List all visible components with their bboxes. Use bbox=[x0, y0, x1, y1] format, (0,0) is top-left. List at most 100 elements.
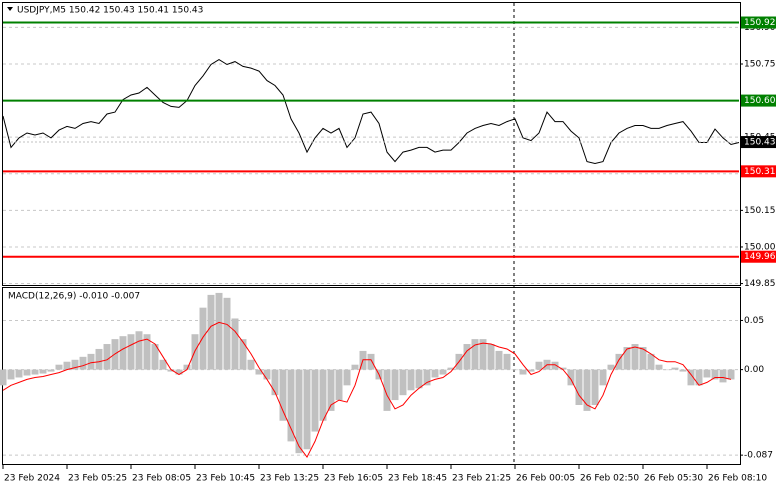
histogram-bar bbox=[519, 369, 527, 375]
y-tick-label: -0.087 bbox=[744, 451, 773, 461]
histogram-bar bbox=[47, 369, 55, 372]
histogram-bar bbox=[527, 369, 535, 372]
x-tick-label: 23 Feb 16:05 bbox=[324, 474, 383, 484]
x-tick-label: 23 Feb 05:25 bbox=[68, 474, 127, 484]
x-tick-label: 26 Feb 08:10 bbox=[708, 474, 767, 484]
x-tick-label: 23 Feb 18:45 bbox=[388, 474, 447, 484]
histogram-bar bbox=[679, 369, 687, 372]
y-tick-label: 149.85 bbox=[744, 279, 776, 289]
histogram-bar bbox=[7, 369, 15, 380]
level-label-box bbox=[741, 94, 776, 107]
histogram-bar bbox=[63, 361, 71, 370]
histogram-bar bbox=[151, 344, 159, 370]
histogram-bar bbox=[303, 369, 311, 450]
histogram-bar bbox=[559, 367, 567, 370]
histogram-bar bbox=[327, 369, 335, 411]
level-label: 150.31 bbox=[744, 167, 776, 177]
histogram-bar bbox=[39, 369, 47, 374]
macd-title: MACD(12,26,9) -0.010 -0.007 bbox=[8, 292, 140, 302]
price-line bbox=[2, 59, 740, 165]
histogram-bar bbox=[79, 356, 87, 370]
histogram-bar bbox=[143, 334, 151, 370]
histogram-bar bbox=[391, 369, 399, 401]
histogram-bar bbox=[159, 359, 167, 370]
histogram-bar bbox=[231, 318, 239, 370]
histogram-bar bbox=[103, 344, 111, 370]
x-tick-label: 26 Feb 02:50 bbox=[580, 474, 639, 484]
last-price-label: 150.43 bbox=[744, 138, 776, 148]
histogram-bar bbox=[0, 369, 7, 386]
histogram-bar bbox=[351, 364, 359, 370]
histogram-bar bbox=[655, 364, 663, 370]
histogram-bar bbox=[639, 346, 647, 370]
histogram-bar bbox=[175, 369, 183, 375]
histogram-bar bbox=[183, 364, 191, 370]
histogram-bar bbox=[343, 369, 351, 386]
level-label-box bbox=[741, 250, 776, 263]
histogram-bar bbox=[287, 369, 295, 442]
histogram-bar bbox=[583, 369, 591, 411]
histogram-bar bbox=[511, 369, 519, 371]
x-tick-label: 23 Feb 08:05 bbox=[132, 474, 191, 484]
histogram-bar bbox=[471, 339, 479, 370]
histogram-bar bbox=[167, 369, 175, 372]
y-tick-label: 150.00 bbox=[744, 242, 776, 252]
histogram-bar bbox=[479, 339, 487, 370]
histogram-bar bbox=[239, 339, 247, 370]
histogram-bar bbox=[719, 369, 727, 383]
collapse-marker bbox=[7, 7, 13, 11]
histogram-bar bbox=[367, 353, 375, 370]
histogram-bar bbox=[31, 369, 39, 375]
histogram-bar bbox=[255, 369, 263, 375]
y-tick-label: 0.05 bbox=[744, 316, 764, 326]
histogram-bar bbox=[415, 369, 423, 389]
histogram-bar bbox=[463, 344, 471, 370]
histogram-bar bbox=[407, 369, 415, 391]
histogram-bar bbox=[623, 346, 631, 370]
histogram-bar bbox=[311, 369, 319, 432]
histogram-bar bbox=[439, 369, 447, 375]
plot-layer: 150.90150.75150.60150.45150.30150.15150.… bbox=[0, 16, 776, 484]
histogram-bar bbox=[295, 369, 303, 454]
histogram-bar bbox=[71, 359, 79, 370]
histogram-bar bbox=[615, 353, 623, 370]
histogram-bar bbox=[703, 369, 711, 378]
x-tick-label: 23 Feb 13:25 bbox=[260, 474, 319, 484]
histogram-bar bbox=[431, 369, 439, 378]
x-tick-label: 26 Feb 05:30 bbox=[644, 474, 703, 484]
histogram-bar bbox=[135, 331, 143, 370]
x-tick-label: 23 Feb 10:45 bbox=[196, 474, 255, 484]
histogram-bar bbox=[271, 369, 279, 396]
histogram-bar bbox=[711, 369, 719, 380]
histogram-bar bbox=[551, 361, 559, 370]
histogram-bar bbox=[207, 294, 215, 370]
histogram-bar bbox=[591, 369, 599, 406]
x-tick-label: 26 Feb 00:05 bbox=[516, 474, 575, 484]
histogram-bar bbox=[119, 336, 127, 370]
histogram-bar bbox=[487, 344, 495, 370]
y-tick-label: 150.15 bbox=[744, 206, 776, 216]
histogram-bar bbox=[15, 369, 23, 378]
histogram-bar bbox=[663, 369, 671, 371]
histogram-bar bbox=[55, 364, 63, 370]
histogram-bar bbox=[727, 369, 735, 380]
histogram-bar bbox=[535, 361, 543, 370]
histogram-bar bbox=[423, 369, 431, 386]
histogram-bar bbox=[399, 369, 407, 396]
level-label-box bbox=[741, 165, 776, 178]
histogram-bar bbox=[447, 367, 455, 370]
signal-line bbox=[2, 321, 732, 459]
histogram-bar bbox=[695, 369, 703, 386]
histogram-bar bbox=[503, 353, 511, 370]
level-label: 150.60 bbox=[744, 96, 776, 106]
histogram-bar bbox=[95, 348, 103, 370]
level-label: 150.92 bbox=[744, 18, 776, 28]
histogram-bar bbox=[495, 350, 503, 370]
y-tick-label: 0.00 bbox=[744, 365, 764, 375]
last-price-box bbox=[741, 136, 776, 149]
histogram-bar bbox=[215, 292, 223, 370]
histogram-bar bbox=[335, 369, 343, 401]
histogram-bar bbox=[23, 369, 31, 376]
histogram-bar bbox=[127, 334, 135, 370]
